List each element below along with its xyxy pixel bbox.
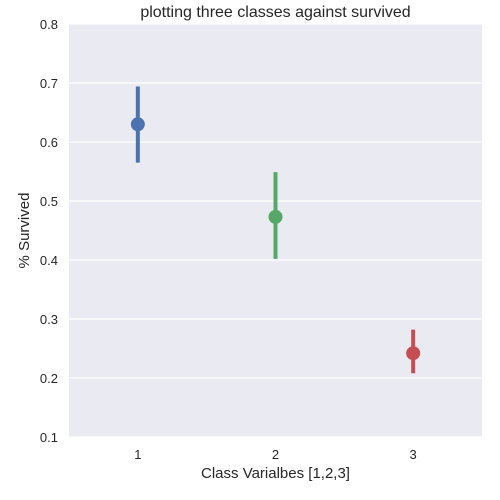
chart-title: plotting three classes against survived [140,4,410,21]
y-tick-label: 0.8 [40,17,58,32]
y-tick-labels: 0.1 0.2 0.3 0.4 0.5 0.6 0.7 0.8 [40,17,58,445]
x-tick-labels: 1 2 3 [134,447,417,462]
y-tick-label: 0.5 [40,194,58,209]
y-axis-label: % Survived [16,193,33,269]
x-tick-label: 1 [134,447,141,462]
y-tick-label: 0.6 [40,135,58,150]
data-point [269,210,283,224]
x-tick-label: 3 [410,447,417,462]
data-point [406,346,420,360]
y-tick-label: 0.3 [40,312,58,327]
x-axis-label: Class Varialbes [1,2,3] [201,465,350,482]
y-tick-label: 0.1 [40,430,58,445]
x-tick-label: 2 [272,447,279,462]
data-point [131,117,145,131]
y-tick-label: 0.7 [40,76,58,91]
y-tick-label: 0.2 [40,371,58,386]
y-tick-label: 0.4 [40,253,58,268]
